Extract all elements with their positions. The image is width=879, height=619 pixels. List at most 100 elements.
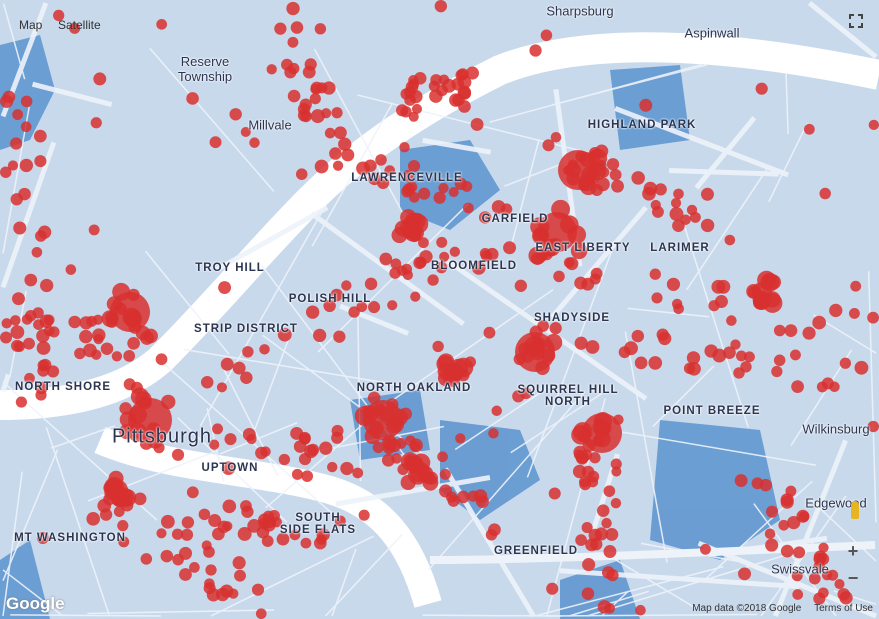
map-marker[interactable] — [68, 315, 81, 329]
map-marker[interactable] — [53, 9, 65, 22]
map-marker[interactable] — [341, 280, 352, 291]
map-marker[interactable] — [140, 553, 153, 565]
map-marker[interactable] — [448, 187, 459, 198]
map-marker[interactable] — [432, 340, 444, 353]
map-marker[interactable] — [43, 325, 55, 337]
map-marker[interactable] — [130, 387, 149, 406]
map-marker[interactable] — [551, 199, 571, 219]
map-marker[interactable] — [249, 137, 260, 148]
map-marker[interactable] — [287, 89, 301, 103]
map-marker[interactable] — [10, 193, 23, 206]
map-marker[interactable] — [445, 491, 458, 503]
map-marker[interactable] — [240, 500, 252, 512]
map-marker[interactable] — [286, 1, 300, 16]
map-marker[interactable] — [13, 221, 27, 235]
map-marker[interactable] — [829, 303, 843, 318]
map-marker[interactable] — [500, 203, 513, 215]
map-marker[interactable] — [610, 497, 622, 509]
map-marker[interactable] — [812, 315, 827, 330]
map-marker[interactable] — [422, 471, 435, 484]
map-marker[interactable] — [156, 528, 167, 539]
map-marker[interactable] — [331, 424, 344, 437]
map-marker[interactable] — [765, 505, 779, 518]
map-marker[interactable] — [603, 485, 616, 497]
map-marker[interactable] — [301, 470, 314, 482]
map-marker[interactable] — [65, 264, 77, 275]
map-marker[interactable] — [575, 534, 587, 546]
map-marker[interactable] — [189, 562, 200, 573]
map-marker[interactable] — [673, 188, 684, 200]
map-marker[interactable] — [322, 81, 336, 95]
map-marker[interactable] — [40, 278, 54, 293]
map-marker[interactable] — [581, 587, 595, 600]
map-marker[interactable] — [372, 441, 385, 454]
map-marker[interactable] — [773, 324, 786, 337]
map-marker[interactable] — [730, 339, 741, 350]
map-marker[interactable] — [512, 390, 525, 403]
map-marker[interactable] — [93, 334, 104, 345]
map-marker[interactable] — [813, 592, 826, 605]
map-marker[interactable] — [726, 315, 737, 326]
map-marker[interactable] — [773, 354, 786, 367]
map-marker[interactable] — [338, 137, 352, 151]
map-marker[interactable] — [700, 543, 711, 555]
map-marker[interactable] — [232, 556, 246, 570]
map-marker[interactable] — [439, 251, 450, 262]
map-marker[interactable] — [573, 445, 587, 459]
map-marker[interactable] — [155, 353, 168, 366]
map-marker[interactable] — [585, 538, 598, 552]
map-marker[interactable] — [186, 486, 199, 499]
map-marker[interactable] — [601, 517, 612, 529]
map-marker[interactable] — [356, 161, 370, 176]
map-marker[interactable] — [31, 246, 43, 258]
map-marker[interactable] — [237, 526, 252, 541]
map-marker[interactable] — [305, 305, 320, 319]
map-marker[interactable] — [483, 326, 496, 339]
map-marker[interactable] — [160, 514, 175, 529]
map-marker[interactable] — [471, 261, 486, 275]
map-marker[interactable] — [606, 569, 619, 582]
map-marker[interactable] — [418, 237, 429, 249]
map-marker[interactable] — [670, 197, 682, 209]
map-marker[interactable] — [752, 295, 768, 310]
map-marker[interactable] — [686, 351, 701, 365]
map-marker[interactable] — [79, 316, 93, 330]
map-marker[interactable] — [470, 118, 484, 131]
map-marker[interactable] — [574, 276, 588, 290]
map-marker[interactable] — [375, 154, 387, 166]
map-marker[interactable] — [399, 407, 412, 421]
map-marker[interactable] — [39, 358, 52, 372]
map-marker[interactable] — [571, 425, 591, 445]
map-marker[interactable] — [435, 261, 448, 274]
map-marker[interactable] — [341, 148, 355, 162]
map-marker[interactable] — [606, 158, 620, 171]
map-marker[interactable] — [585, 340, 600, 354]
map-marker[interactable] — [352, 467, 364, 479]
map-marker[interactable] — [260, 446, 271, 457]
map-marker[interactable] — [181, 516, 195, 529]
map-marker[interactable] — [430, 74, 442, 86]
map-marker[interactable] — [300, 537, 312, 549]
map-marker[interactable] — [771, 365, 783, 378]
map-marker[interactable] — [313, 328, 327, 343]
map-marker[interactable] — [407, 159, 421, 173]
map-marker[interactable] — [112, 282, 131, 301]
map-marker[interactable] — [618, 346, 631, 359]
map-marker[interactable] — [20, 121, 32, 133]
map-marker[interactable] — [206, 588, 221, 602]
map-marker[interactable] — [738, 567, 752, 581]
map-marker[interactable] — [204, 578, 215, 589]
map-marker[interactable] — [642, 186, 656, 201]
map-marker[interactable] — [376, 176, 390, 190]
map-marker[interactable] — [251, 583, 265, 596]
map-marker[interactable] — [10, 315, 21, 326]
map-marker[interactable] — [2, 90, 16, 104]
map-marker[interactable] — [287, 36, 299, 48]
map-marker[interactable] — [1, 318, 12, 329]
map-marker[interactable] — [610, 458, 622, 470]
map-marker[interactable] — [437, 451, 448, 463]
map-marker[interactable] — [240, 126, 251, 138]
map-marker[interactable] — [7, 160, 19, 171]
map-marker[interactable] — [86, 512, 101, 526]
